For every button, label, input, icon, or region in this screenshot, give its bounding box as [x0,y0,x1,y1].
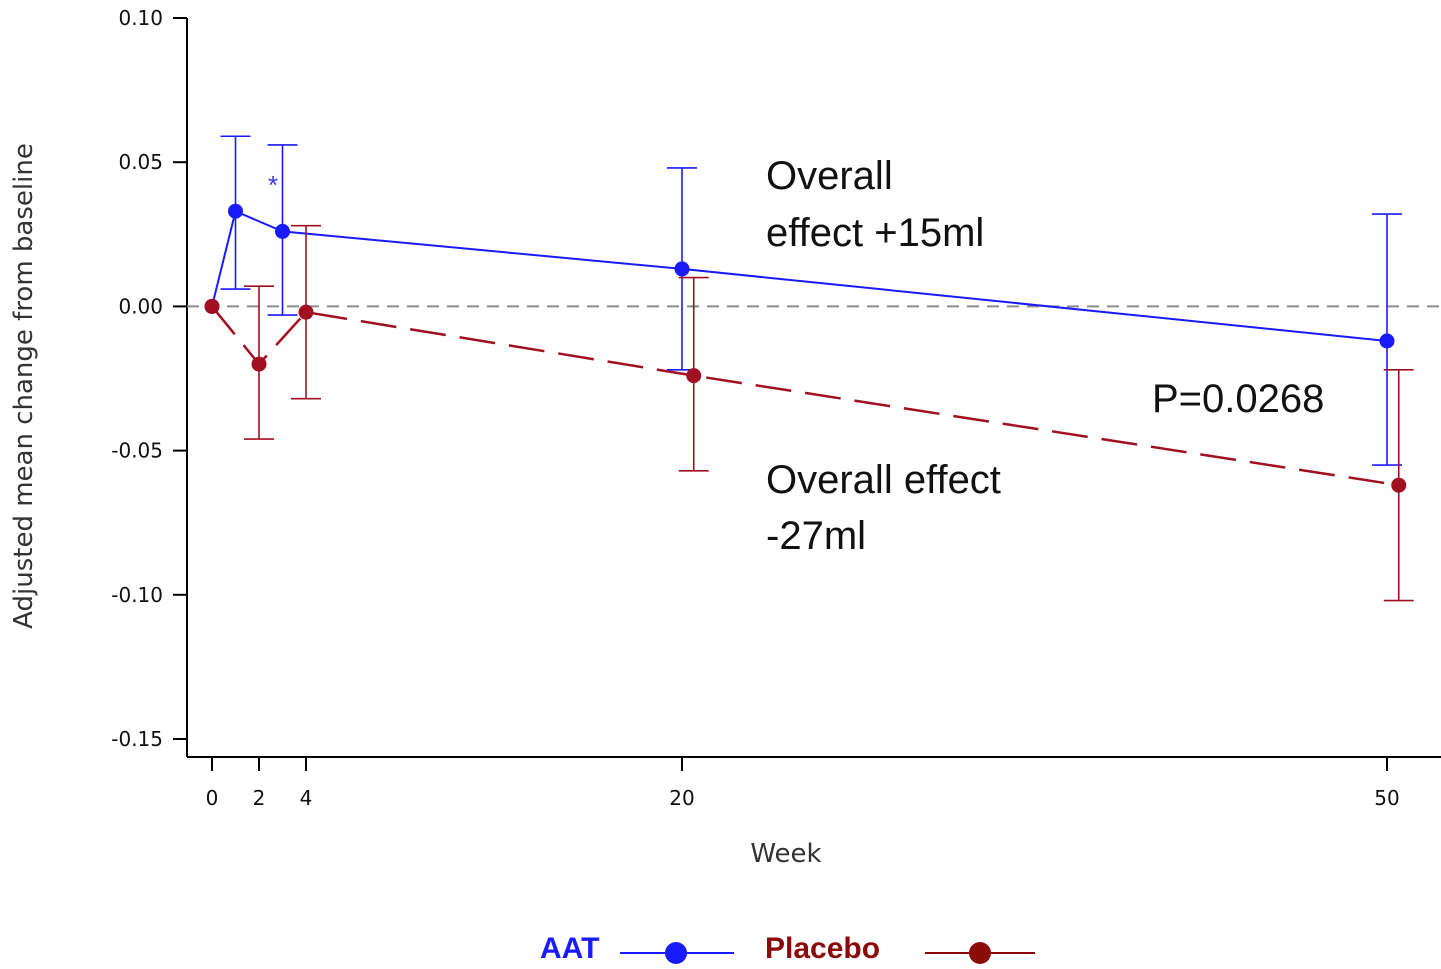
series-layer [204,135,1414,602]
x-tick-label: 50 [1374,786,1399,810]
x-ticks: 0 2 4 20 50 [206,757,1400,810]
placebo-effect-line-1: Overall effect [766,458,1001,502]
y-tick-label: -0.10 [111,583,163,607]
p-value-label: P=0.0268 [1152,377,1324,421]
data-point-placebo [298,304,314,320]
y-axis-title: Adjusted mean change from baseline [9,143,39,629]
y-tick-label: 0.05 [118,150,163,174]
data-point-aat [1379,333,1395,349]
legend-label-placebo: Placebo [765,932,880,965]
data-point-placebo [251,356,267,372]
y-ticks: 0.10 0.05 0.00 -0.05 -0.10 -0.15 [111,6,187,751]
y-tick-label: 0.10 [118,6,163,30]
aat-effect-line-1: Overall [766,154,893,198]
legend-marker-aat [665,942,687,964]
y-tick-label: -0.05 [111,439,163,463]
aat-effect-line-2: effect +15ml [766,211,984,255]
x-tick-label: 0 [206,786,219,810]
data-point-placebo [204,298,220,314]
series-line-placebo [211,305,1399,487]
data-point-aat [275,223,290,239]
x-tick-label: 20 [669,786,694,810]
data-point-placebo [1391,477,1407,493]
y-tick-label: -0.15 [111,727,163,751]
data-point-aat [674,261,690,277]
series-placebo [204,224,1414,602]
legend-marker-placebo [969,942,991,964]
x-axis-title: Week [750,839,821,869]
significance-asterisk: * [268,170,278,200]
y-tick-label: 0.00 [118,294,163,318]
x-tick-label: 2 [253,786,266,810]
legend-label-aat: AAT [540,932,599,965]
series-aat [204,135,1402,466]
data-point-aat [228,203,243,219]
legend: AAT Placebo [540,932,1035,965]
x-tick-label: 4 [300,786,313,810]
placebo-effect-line-2: -27ml [766,514,866,558]
data-point-placebo [686,368,702,384]
